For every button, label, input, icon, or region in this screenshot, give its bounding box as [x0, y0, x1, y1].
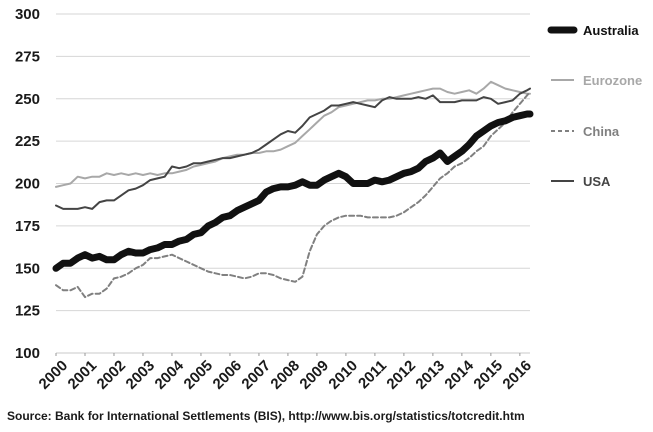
x-tick-label: 2000: [36, 357, 72, 393]
x-tick-label: 2006: [210, 357, 246, 393]
y-tick-label: 200: [15, 176, 40, 193]
x-tick-label: 2009: [296, 357, 332, 393]
x-tick-label: 2011: [355, 357, 390, 392]
source-note: Source: Bank for International Settlemen…: [7, 409, 525, 423]
legend: Australia Eurozone China USA: [547, 23, 642, 189]
x-tick-label: 2001: [65, 357, 101, 393]
y-tick-label: 225: [15, 133, 40, 150]
x-tick-label: 2005: [181, 357, 217, 393]
legend-label-china: China: [583, 124, 620, 139]
x-tick-label: 2002: [94, 357, 130, 393]
series-line-eurozone: [55, 80, 531, 188]
series-line-usa: [55, 87, 531, 210]
x-tick-label: 2012: [383, 357, 419, 393]
y-tick-label: 100: [15, 345, 40, 362]
x-tick-label: 2016: [499, 357, 535, 393]
y-tick-label: 250: [15, 91, 40, 108]
x-tick-label: 2007: [239, 357, 275, 393]
y-tick-label: 150: [15, 260, 40, 277]
x-tick-label: 2013: [412, 357, 448, 393]
series-lines: [52, 80, 534, 299]
x-tick-label: 2004: [152, 357, 188, 393]
y-tick-label: 300: [15, 6, 40, 23]
y-tick-label: 275: [15, 48, 40, 65]
series-line-australia: [52, 110, 534, 272]
y-tick-label: 125: [15, 303, 40, 320]
series-line-china: [55, 91, 531, 299]
x-tick-label: 2003: [123, 357, 159, 393]
y-tick-label: 175: [15, 218, 40, 235]
legend-label-eurozone: Eurozone: [583, 73, 642, 88]
x-tick-label: 2008: [267, 357, 303, 393]
x-tick-label: 2010: [325, 357, 361, 393]
y-axis: 100 125 150 175 200 225 250 275 300: [15, 6, 40, 362]
x-axis: 2000200120022003200420052006200720082009…: [36, 353, 535, 393]
legend-label-australia: Australia: [583, 23, 639, 38]
x-tick-label: 2014: [441, 357, 477, 393]
legend-label-usa: USA: [583, 174, 611, 189]
x-tick-label: 2015: [470, 357, 506, 393]
